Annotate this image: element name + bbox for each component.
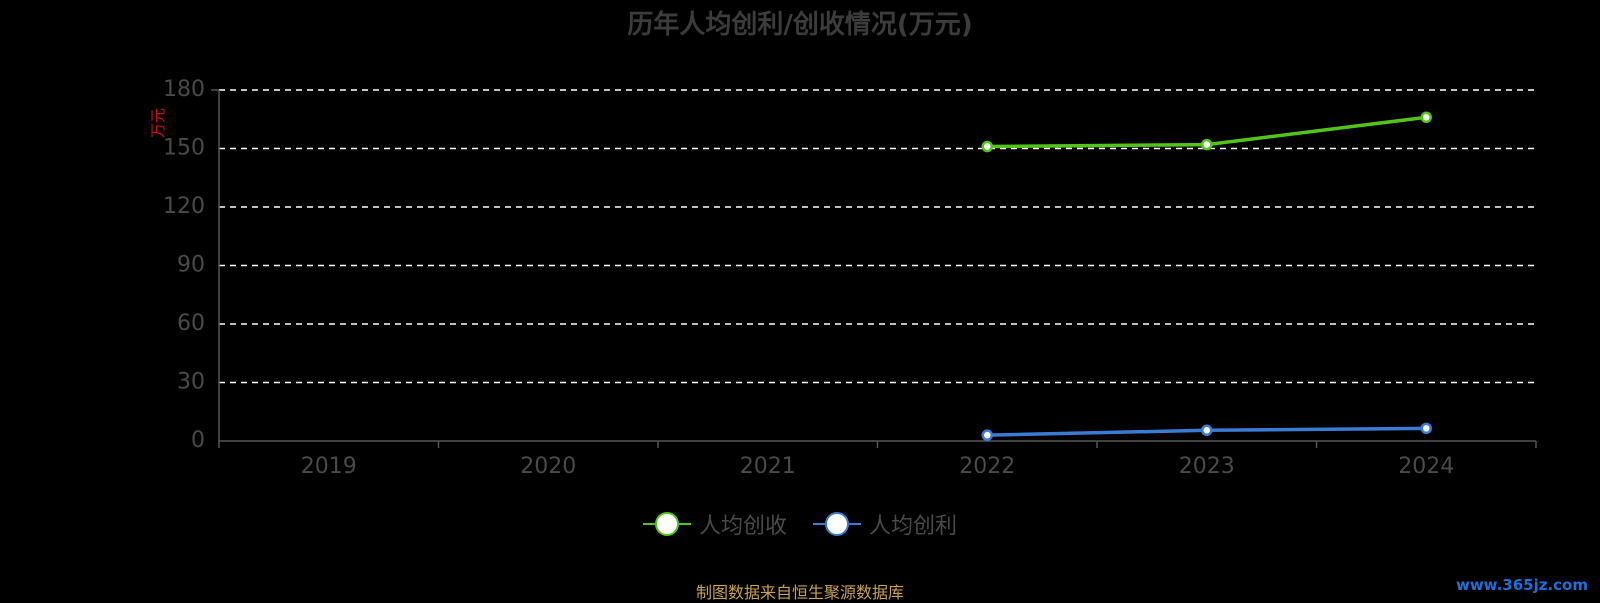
y-axis-unit-label: 万元 [149, 108, 167, 138]
legend-label-revenue: 人均创收 [698, 514, 787, 539]
chart-title: 历年人均创利/创收情况(万元) [627, 10, 973, 40]
data-point [1420, 422, 1432, 435]
x-tick-label: 2023 [1179, 454, 1235, 479]
y-tick-label: 180 [163, 77, 205, 102]
x-tick-label: 2024 [1398, 454, 1454, 479]
x-tick-label: 2021 [740, 454, 796, 479]
y-tick-label: 30 [177, 370, 205, 395]
x-tick-label: 2022 [959, 454, 1015, 479]
legend-swatch-revenue-icon [642, 512, 691, 536]
y-tick-label: 0 [191, 428, 205, 453]
legend-swatch-profit-icon [813, 512, 861, 536]
series-layer [981, 111, 1432, 441]
legend-label-profit: 人均创利 [869, 514, 958, 539]
data-point [981, 429, 993, 441]
data-point [1420, 111, 1432, 124]
legend-item-profit[interactable]: 人均创利 [813, 508, 957, 540]
legend-item-revenue[interactable]: 人均创收 [642, 508, 787, 540]
data-source-note: 制图数据来自恒生聚源数据库 [695, 583, 904, 602]
data-point [981, 140, 993, 153]
x-tick-label: 2019 [301, 454, 357, 479]
axes: 0 30 60 90 120 150 180 2019 2020 2021 2022 2023 2024 [163, 77, 1537, 479]
data-point [1201, 424, 1213, 437]
y-tick-label: 150 [163, 136, 205, 161]
y-tick-label: 120 [163, 194, 205, 219]
x-tick-label: 2020 [520, 454, 576, 479]
grid-lines [219, 89, 1536, 384]
y-tick-label: 60 [177, 311, 205, 336]
legend: 人均创收 人均创利 [0, 508, 1600, 540]
data-point [1201, 138, 1213, 151]
watermark: www.365jz.com [1455, 576, 1588, 594]
y-tick-label: 90 [177, 253, 205, 278]
